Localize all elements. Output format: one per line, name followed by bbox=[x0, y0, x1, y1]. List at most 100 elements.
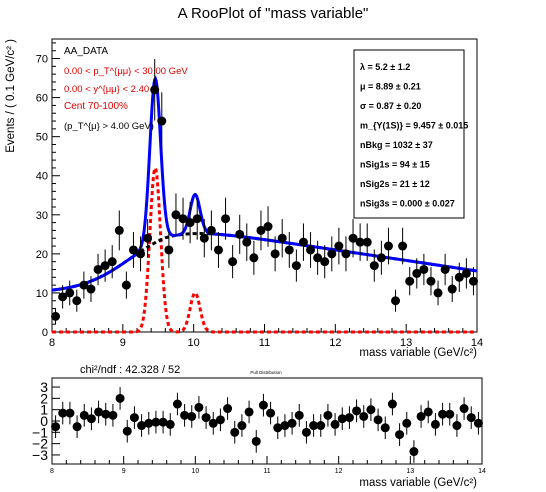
data-point bbox=[58, 292, 68, 302]
pull-point bbox=[137, 421, 147, 431]
pull-point bbox=[258, 400, 268, 410]
pull-point bbox=[129, 413, 139, 423]
data-point bbox=[306, 245, 316, 255]
pull-y-tick-label: −3 bbox=[32, 447, 48, 463]
pull-y-tick-label: −1 bbox=[32, 424, 48, 440]
data-point bbox=[249, 253, 259, 263]
total-fit-curve bbox=[51, 75, 478, 292]
pull-point bbox=[51, 422, 61, 432]
data-point bbox=[447, 284, 457, 294]
pull-point bbox=[438, 409, 448, 419]
pull-point bbox=[122, 426, 132, 436]
data-point bbox=[164, 245, 174, 255]
pull-point bbox=[423, 407, 433, 417]
data-point bbox=[121, 280, 131, 290]
pull-title: Pull Distribution bbox=[250, 370, 282, 375]
pull-point bbox=[280, 421, 290, 431]
data-point bbox=[128, 245, 138, 255]
pull-point bbox=[309, 421, 319, 431]
pull-point bbox=[459, 404, 469, 414]
data-point bbox=[51, 311, 61, 321]
data-point bbox=[362, 237, 372, 247]
pull-point bbox=[287, 418, 297, 428]
pull-point bbox=[266, 408, 276, 418]
y-tick-label: 60 bbox=[36, 93, 48, 105]
fit-parameter: nSig1s = 94 ± 15 bbox=[360, 160, 430, 170]
pull-point bbox=[72, 422, 82, 432]
data-point bbox=[157, 116, 167, 126]
fit-parameter: m_{Υ(1S)} = 9.457 ± 0.015 bbox=[360, 121, 468, 131]
pull-y-tick-label: 0 bbox=[40, 413, 48, 429]
pull-point bbox=[294, 410, 304, 420]
data-point bbox=[369, 261, 379, 271]
fit-parameters-box bbox=[353, 49, 465, 219]
data-point bbox=[213, 245, 223, 255]
data-point bbox=[235, 229, 245, 239]
pull-x-tick-label: 11 bbox=[263, 468, 270, 475]
pull-point bbox=[108, 410, 118, 420]
y-tick-label: 10 bbox=[36, 288, 48, 300]
pull-point bbox=[101, 409, 111, 419]
data-point bbox=[341, 249, 351, 259]
data-point bbox=[72, 296, 82, 306]
fit-parameter: μ = 8.89 ± 0.21 bbox=[360, 82, 421, 92]
pull-point bbox=[151, 417, 161, 427]
data-point bbox=[150, 85, 160, 95]
rapidity-cut-label: 0.00 < y^{μμ} < 2.40 bbox=[64, 84, 149, 95]
pull-point bbox=[158, 417, 168, 427]
dataset-label: AA_DATA bbox=[64, 46, 108, 57]
data-point bbox=[136, 249, 146, 259]
x-tick-label: 13 bbox=[400, 337, 412, 349]
pull-point bbox=[395, 430, 405, 440]
pull-point bbox=[352, 406, 362, 416]
pull-point bbox=[94, 407, 104, 417]
pull-x-axis-label: mass variable (GeV/c²) bbox=[359, 477, 477, 489]
data-point bbox=[107, 257, 117, 267]
pull-point bbox=[201, 413, 211, 423]
x-tick-label: 12 bbox=[329, 337, 341, 349]
x-tick-label: 11 bbox=[259, 337, 270, 349]
pull-point bbox=[445, 409, 455, 419]
pull-point bbox=[237, 421, 247, 431]
x-tick-label: 9 bbox=[120, 337, 126, 349]
data-point bbox=[419, 264, 429, 274]
pull-point bbox=[430, 419, 440, 429]
data-point bbox=[398, 241, 408, 251]
fit-parameter: nSig2s = 21 ± 12 bbox=[360, 179, 430, 189]
pull-point bbox=[86, 414, 96, 424]
pull-y-tick-label: 2 bbox=[40, 390, 48, 406]
data-point bbox=[405, 276, 415, 286]
data-point bbox=[114, 225, 124, 235]
pull-point bbox=[366, 405, 376, 415]
muon-pt-cut-label: (p_T^{μ} > 4.00 GeV) bbox=[64, 121, 154, 132]
pull-point bbox=[323, 410, 333, 420]
pull-point bbox=[187, 411, 197, 421]
data-point bbox=[206, 225, 216, 235]
pull-point bbox=[387, 399, 397, 409]
fit-parameters: λ = 5.2 ± 1.2 μ = 8.89 ± 0.21 σ = 0.87 ± 0… bbox=[360, 62, 468, 209]
data-point bbox=[454, 272, 464, 282]
pull-point bbox=[316, 421, 326, 431]
pull-x-tick-label: 10 bbox=[191, 468, 199, 475]
data-point bbox=[376, 253, 386, 263]
data-point bbox=[391, 296, 401, 306]
pull-point bbox=[402, 418, 412, 428]
main-fit-curves bbox=[51, 75, 478, 334]
fit-parameter: σ = 0.87 ± 0.20 bbox=[360, 101, 421, 111]
pull-point bbox=[452, 421, 462, 431]
data-point bbox=[348, 233, 358, 243]
pull-point bbox=[251, 436, 261, 446]
y-tick-label: 20 bbox=[36, 249, 48, 261]
chi2-label: chi²/ndf : 42.328 / 52 bbox=[80, 364, 180, 376]
data-point bbox=[228, 257, 238, 267]
pull-point bbox=[144, 418, 154, 428]
data-point bbox=[412, 268, 422, 278]
data-point bbox=[178, 214, 188, 224]
pull-x-axis: 8 9 10 11 12 13 14 bbox=[50, 456, 486, 475]
data-point bbox=[143, 233, 153, 243]
pull-point bbox=[409, 447, 419, 457]
pull-data-points bbox=[51, 387, 483, 463]
data-point bbox=[192, 214, 202, 224]
data-point bbox=[100, 261, 110, 271]
